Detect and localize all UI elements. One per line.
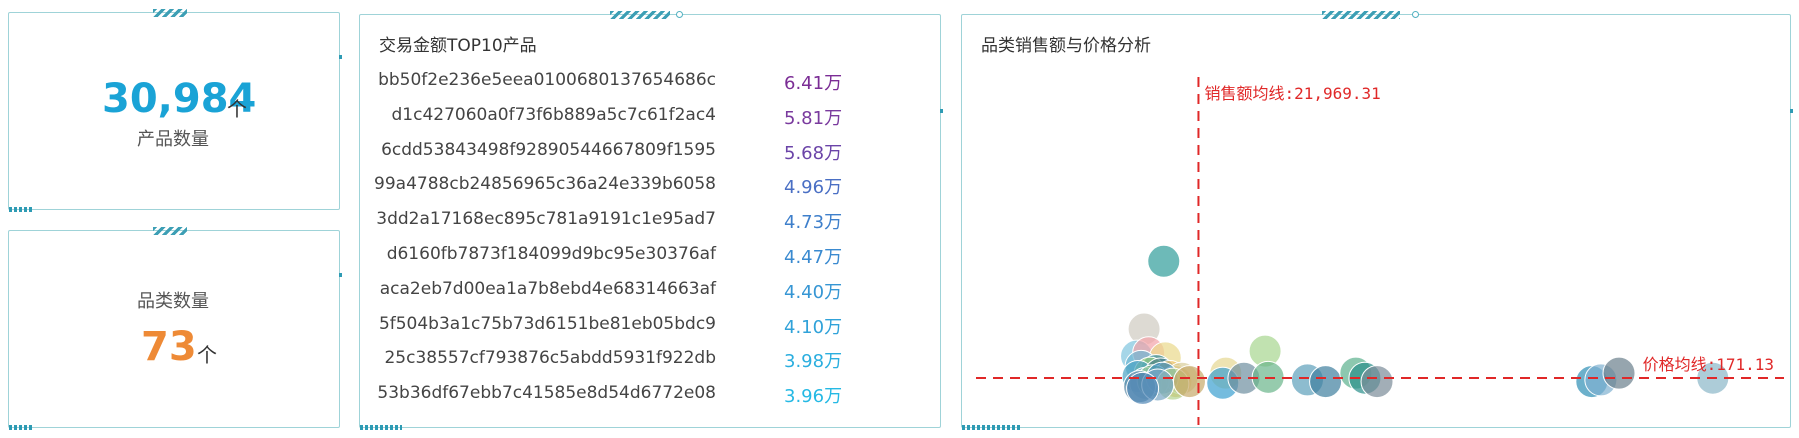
- product-amount: 3.96万: [784, 386, 843, 408]
- top10-title: 交易金额TOP10产品: [379, 36, 537, 56]
- product-id: 3dd2a17168ec895c781a9191c1e95ad7: [376, 209, 716, 230]
- product-amount: 4.47万: [784, 247, 843, 268]
- product-id: 25c38557cf793876c5abdd5931f922db: [384, 348, 716, 369]
- top10-row: 6cdd53843498f92890544667809f1595 5.68万: [360, 136, 940, 166]
- product-count-label: 产品数量: [137, 129, 209, 150]
- product-amount: 4.73万: [784, 212, 843, 234]
- scatter-title: 品类销售额与价格分析: [981, 36, 1151, 56]
- top10-row: 3dd2a17168ec895c781a9191c1e95ad7 4.73万: [360, 205, 940, 235]
- panel-side-tick: [339, 273, 342, 277]
- category-count-unit: 个: [197, 343, 217, 367]
- top10-row: bb50f2e236e5eea0100680137654686c 6.41万: [360, 66, 940, 96]
- product-amount: 4.10万: [784, 316, 843, 338]
- price-mean-label: 价格均线:171.13: [1643, 355, 1774, 374]
- product-id: 6cdd53843498f92890544667809f1595: [381, 139, 716, 160]
- scatter-point[interactable]: [1126, 371, 1160, 405]
- kpi-categories-panel: 品类数量 73 个: [8, 227, 342, 430]
- panel-top-dot: [676, 11, 683, 18]
- kpi-products-panel: 30,984 个 产品数量: [8, 9, 342, 212]
- panel-top-dot: [1412, 11, 1419, 18]
- product-id: 53b36df67ebb7c41585e8d54d6772e08: [377, 383, 716, 404]
- scatter-points: [1120, 244, 1730, 405]
- panel-side-tick: [339, 55, 342, 59]
- top10-panel: 交易金额TOP10产品 bb50f2e236e5eea0100680137654…: [359, 11, 943, 430]
- panel-top-decoration: [153, 9, 187, 17]
- product-id: bb50f2e236e5eea0100680137654686c: [378, 70, 716, 90]
- panel-top-decoration: [153, 227, 187, 235]
- product-amount: 4.40万: [784, 281, 843, 303]
- panel-side-tick: [940, 109, 943, 113]
- panel-side-tick: [1790, 109, 1793, 113]
- product-amount: 4.96万: [784, 177, 843, 199]
- product-id: d6160fb7873f184099d9bc95e30376af: [386, 244, 716, 264]
- top10-row: 25c38557cf793876c5abdd5931f922db 3.98万: [360, 344, 940, 374]
- product-id: 5f504b3a1c75b73d6151be81eb05bdc9: [378, 313, 716, 334]
- product-amount: 3.98万: [784, 351, 843, 373]
- scatter-point[interactable]: [1172, 365, 1206, 399]
- product-id: d1c427060a0f73f6b889a5c7c61f2ac4: [391, 104, 717, 125]
- scatter-chart: 销售额均线:21,969.31 价格均线:171.13: [976, 77, 1784, 425]
- category-count-label: 品类数量: [137, 291, 209, 312]
- scatter-point[interactable]: [1602, 356, 1636, 390]
- panel-bottom-decoration: [9, 425, 33, 430]
- product-amount: 5.68万: [784, 142, 843, 164]
- top10-row: 53b36df67ebb7c41585e8d54d6772e08 3.96万: [360, 379, 940, 409]
- panel-top-decoration: [610, 11, 670, 19]
- top10-row: d6160fb7873f184099d9bc95e30376af 4.47万: [360, 240, 940, 270]
- panel-top-decoration: [1322, 11, 1400, 19]
- panel-bottom-decoration: [962, 425, 1022, 430]
- panel-bottom-decoration: [360, 425, 402, 430]
- product-id: 99a4788cb24856965c36a24e339b6058: [374, 174, 716, 195]
- product-amount: 6.41万: [784, 73, 843, 94]
- scatter-point[interactable]: [1147, 244, 1181, 278]
- product-count-value: 30,984: [102, 76, 257, 122]
- product-count-unit: 个: [227, 97, 247, 121]
- scatter-panel: 品类销售额与价格分析 销售额均线:21,969.31 价格均线:171.13: [961, 11, 1793, 430]
- product-id: aca2eb7d00ea1a7b8ebd4e68314663af: [379, 278, 716, 299]
- panel-bottom-decoration: [9, 207, 33, 212]
- top10-row: 99a4788cb24856965c36a24e339b6058 4.96万: [360, 170, 940, 200]
- sales-mean-label: 销售额均线:21,969.31: [1204, 84, 1380, 103]
- scatter-point[interactable]: [1360, 365, 1394, 399]
- top10-row: 5f504b3a1c75b73d6151be81eb05bdc9 4.10万: [360, 310, 940, 340]
- product-amount: 5.81万: [784, 107, 843, 129]
- top10-row: aca2eb7d00ea1a7b8ebd4e68314663af 4.40万: [360, 275, 940, 305]
- category-count-value: 73: [141, 324, 197, 370]
- scatter-point[interactable]: [1309, 365, 1343, 399]
- top10-row: d1c427060a0f73f6b889a5c7c61f2ac4 5.81万: [360, 101, 940, 131]
